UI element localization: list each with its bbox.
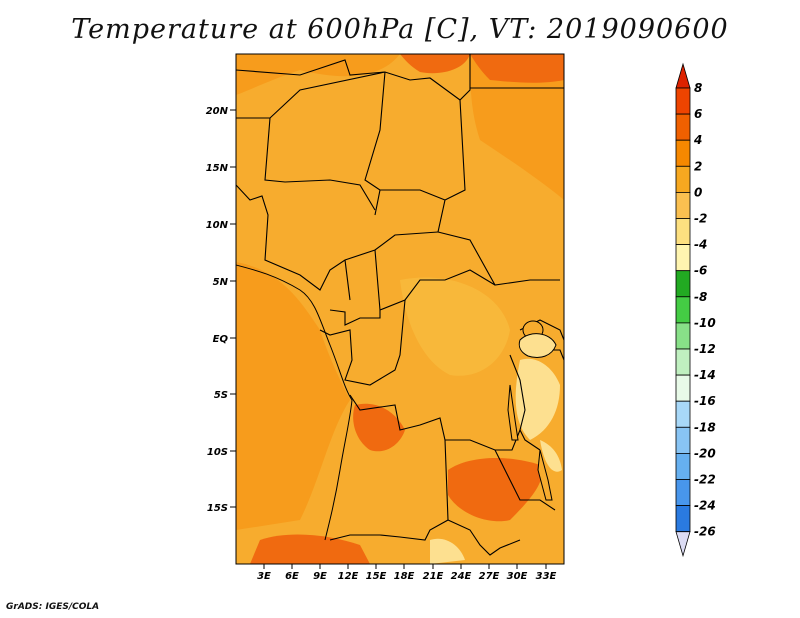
colorbar-label: 0: [694, 185, 702, 199]
field-hot-central: [353, 403, 405, 452]
colorbar-bottom-arrow: [675, 531, 691, 558]
colorbar-box: [675, 165, 691, 193]
lon-axis: 3E 6E 9E 12E 15E 18E 21E 24E 27E 30E 33E: [257, 564, 557, 582]
colorbar-box: [675, 426, 691, 454]
field-warm-ne: [470, 54, 564, 200]
lon-tick-label: 18E: [394, 571, 415, 582]
colorbar-box: [675, 505, 691, 533]
lat-axis: 20N 15N 10N 5N EQ 5S 10S 15S: [206, 106, 236, 514]
field-warm-ocean: [236, 262, 350, 530]
lat-tick-label: 20N: [206, 106, 229, 117]
colorbar-label: -10: [694, 316, 716, 330]
lon-tick-label: 24E: [451, 571, 472, 582]
colorbar-label: -22: [694, 473, 716, 487]
colorbar-label: -26: [694, 525, 716, 539]
field-mild-central: [400, 277, 510, 376]
field-cool-se: [540, 440, 562, 472]
colorbar-label: 8: [694, 81, 702, 95]
lon-tick-label: 21E: [423, 571, 444, 582]
map-frame: [235, 53, 565, 565]
colorbar-box: [675, 191, 691, 219]
colorbar-top-arrow: [675, 62, 691, 89]
field-cool-east: [515, 358, 560, 440]
field-hot-n: [400, 54, 470, 74]
colorbar-label: -8: [694, 290, 707, 304]
lat-tick-label: 5S: [214, 390, 228, 401]
lon-tick-label: 33E: [536, 571, 557, 582]
colorbar-box: [675, 113, 691, 141]
lake-victoria: [518, 333, 557, 359]
colorbar-label: -18: [694, 420, 716, 434]
field-hot-ne: [470, 54, 564, 83]
colorbar-label: 4: [693, 133, 702, 147]
colorbar-label: -4: [694, 238, 707, 252]
lon-tick-label: 12E: [338, 571, 359, 582]
colorbar-box: [675, 400, 691, 428]
colorbar-box: [675, 244, 691, 272]
lat-tick-label: EQ: [213, 334, 229, 345]
lon-tick-label: 3E: [257, 571, 271, 582]
map-title: Temperature at 600hPa [C], VT: 201909060…: [71, 14, 729, 45]
colorbar-label: -16: [694, 394, 716, 408]
colorbar-box: [675, 479, 691, 507]
colorbar-box: [675, 270, 691, 298]
lon-tick-label: 9E: [313, 571, 327, 582]
colorbar-box: [675, 452, 691, 480]
lat-tick-label: 5N: [213, 277, 229, 288]
colorbar-box: [675, 139, 691, 167]
colorbar-label: -24: [694, 499, 716, 513]
temperature-field: [236, 54, 564, 564]
coastline: [236, 264, 353, 541]
colorbar-label: -20: [694, 446, 716, 460]
lon-tick-label: 6E: [285, 571, 299, 582]
field-cool-s: [430, 538, 465, 564]
lon-tick-label: 30E: [507, 571, 528, 582]
lon-tick-label: 15E: [366, 571, 387, 582]
colorbar-label: -2: [694, 212, 707, 226]
lat-tick-label: 10S: [207, 447, 228, 458]
field-hot-south: [448, 458, 542, 522]
lat-tick-label: 15N: [206, 163, 229, 174]
country-borders: [236, 54, 564, 556]
lon-tick-label: 27E: [479, 571, 500, 582]
credit-label: GrADS: IGES/COLA: [6, 602, 100, 612]
field-warm-north: [236, 54, 400, 95]
colorbar-box: [675, 218, 691, 246]
colorbar-label: -14: [694, 368, 716, 382]
colorbar-box: [675, 348, 691, 376]
colorbar: 8 6 4 2 0 -2 -4 -6 -8 -10 -12 -14 -16 -18 -20 -22 -24 -26: [675, 62, 716, 558]
colorbar-box: [675, 374, 691, 402]
colorbar-box: [675, 296, 691, 324]
colorbar-label: -12: [694, 342, 716, 356]
colorbar-label: -6: [694, 264, 707, 278]
lat-tick-label: 10N: [206, 220, 229, 231]
colorbar-label: 2: [694, 159, 702, 173]
colorbar-box: [675, 87, 691, 115]
field-hot-sw: [250, 534, 370, 564]
colorbar-label: 6: [694, 107, 702, 121]
colorbar-box: [675, 322, 691, 350]
lat-tick-label: 15S: [207, 503, 228, 514]
